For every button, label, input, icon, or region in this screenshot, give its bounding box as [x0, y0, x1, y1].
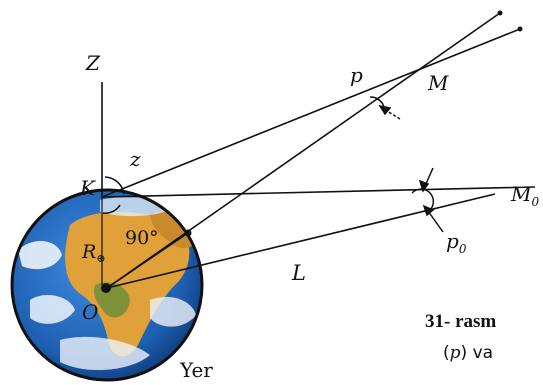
point-far-1: [497, 10, 503, 16]
label-m0: M0: [510, 182, 539, 209]
label-right-angle: 90°: [125, 227, 159, 249]
label-p0-sub: 0: [459, 242, 467, 256]
arrows: [378, 104, 444, 233]
label-radius: R⊕: [81, 241, 106, 265]
geometry-lines: [101, 12, 536, 289]
line-k-m: [101, 28, 521, 198]
label-radius-r: R: [81, 241, 96, 263]
label-k-observer: K: [79, 176, 96, 200]
radius-line-r: [106, 232, 189, 289]
label-earth: Yer: [179, 358, 213, 382]
label-m0-sub: 0: [531, 195, 539, 209]
label-m0-m: M: [510, 182, 532, 206]
earth-outline: [10, 188, 204, 382]
h-parallax-arrow-top-head: [418, 179, 430, 193]
label-z-angle: z: [129, 147, 141, 171]
label-z-zenith: Z: [85, 51, 101, 75]
earth-cloud-2: [30, 295, 75, 324]
horizontal-parallax-arc: [411, 188, 435, 211]
point-far-2: [517, 26, 523, 32]
label-l-distance: L: [291, 261, 306, 285]
label-p0-p: p: [446, 229, 459, 253]
earth-cloud-3: [60, 336, 150, 371]
figure-caption-text: (p) va: [443, 343, 493, 363]
line-o-m: [106, 12, 501, 289]
label-m-object: M: [427, 71, 449, 95]
earth-cloud-1: [18, 240, 62, 270]
points: [101, 10, 523, 293]
caption-variable: p: [449, 343, 461, 363]
figure-caption-title: 31- rasm: [425, 311, 497, 332]
label-o-center: O: [82, 300, 98, 324]
label-p0: p0: [446, 229, 467, 256]
caption-close: ) va: [460, 343, 494, 363]
h-parallax-arrow-bottom-head: [422, 204, 435, 217]
parallax-arrow-head: [378, 104, 392, 116]
earth-globe: [10, 188, 204, 382]
zenith-angle-arc: [104, 176, 125, 195]
earth-land-africa: [65, 211, 190, 357]
tangent-line-k-m0: [101, 186, 536, 198]
h-parallax-arrow-bottom: [427, 210, 444, 233]
earth-cloud-4: [150, 296, 196, 327]
label-p-parallax: p: [350, 63, 363, 87]
caption-open-paren: (: [443, 343, 450, 363]
label-radius-sub: ⊕: [96, 252, 105, 265]
point-center-o: [101, 283, 111, 293]
right-angle-arc: [102, 204, 121, 214]
point-surface: [184, 229, 192, 237]
